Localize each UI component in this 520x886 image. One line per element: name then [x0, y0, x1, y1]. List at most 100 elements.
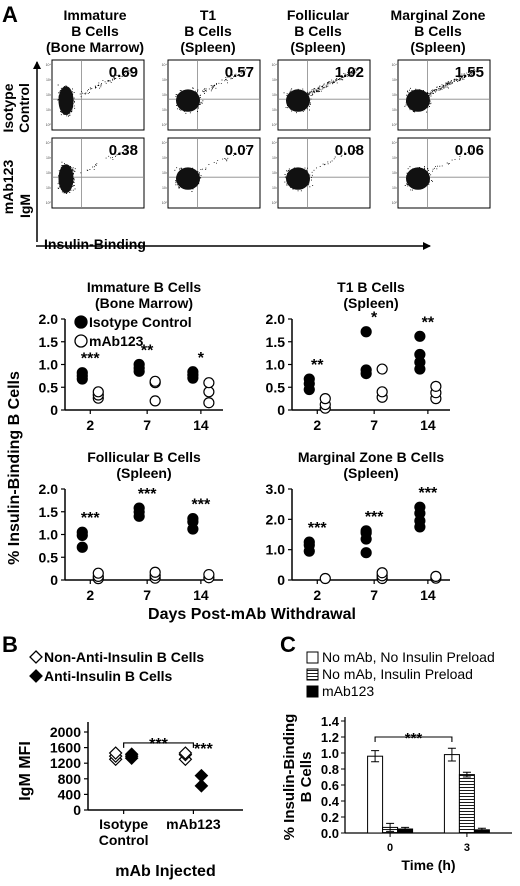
- chart-title: (Bone Marrow): [95, 295, 193, 311]
- panel-label-c: C: [280, 632, 296, 657]
- x-tick-label: Isotype: [99, 816, 148, 832]
- y-tick-label: 800: [58, 771, 82, 787]
- flow-tick-label: 10²: [272, 171, 278, 175]
- x-tick-label: 2: [313, 587, 321, 603]
- significance-marker: ***: [365, 509, 384, 526]
- chart-title: (Spleen): [343, 295, 398, 311]
- flow-population-core: [286, 89, 310, 112]
- significance-bracket: [123, 742, 194, 748]
- flow-tick-label: 10¹: [272, 186, 278, 190]
- y-tick-label: 1.5: [39, 504, 59, 520]
- x-tick-label: 3: [464, 842, 470, 854]
- significance-marker: **: [311, 357, 324, 374]
- point-isotype-control: [133, 502, 145, 514]
- y-tick-label: 2.0: [39, 311, 59, 327]
- x-tick-label: Control: [99, 832, 149, 848]
- flow-plot: 10⁴ 10³ 10² 10¹ 10⁰ 0.06: [392, 137, 491, 209]
- x-tick-label: 2: [86, 417, 94, 433]
- x-tick-label: 14: [193, 587, 209, 603]
- y-tick-label: 3.0: [266, 481, 286, 497]
- x-axis-label: mAb Injected: [115, 863, 215, 880]
- chart-title: Immature B Cells: [87, 279, 202, 295]
- flow-tick-label: 10¹: [392, 108, 398, 112]
- b-chart: Non-Anti-Insulin B Cells Anti-Insulin B C…: [17, 649, 243, 880]
- scatter-chart: Marginal Zone B Cells(Spleen) 0 1.0 2.0 3.0 2…: [266, 449, 450, 603]
- x-tick-label: mAb123: [166, 816, 221, 832]
- flow-col-line: Follicular: [287, 7, 350, 23]
- point-isotype-control: [303, 536, 315, 548]
- significance-marker: ***: [138, 486, 157, 503]
- flow-tick-label: 10⁴: [392, 63, 398, 67]
- flow-row-label-isotype-2: Control: [16, 83, 32, 133]
- flow-tick-label: 10³: [392, 78, 398, 82]
- y-tick-label: 1.0: [39, 527, 59, 543]
- flow-population-core: [58, 86, 74, 115]
- point-mab123: [319, 393, 331, 405]
- y-tick-label: 1.5: [39, 334, 59, 350]
- y-tick-label: 2.0: [39, 481, 59, 497]
- flow-plot: 10⁴ 10³ 10² 10¹ 10⁰ 0.07: [162, 137, 261, 209]
- significance-marker: ***: [81, 510, 100, 527]
- point-isotype-control: [360, 326, 372, 338]
- significance-marker: ***: [308, 520, 327, 537]
- flow-col-line: Immature: [63, 7, 126, 23]
- flow-col-header-3: Follicular B Cells (Spleen): [287, 7, 350, 55]
- flow-population-core: [406, 167, 430, 190]
- x-tick-label: 7: [370, 587, 378, 603]
- y-tick-label: 400: [58, 786, 82, 802]
- flow-tick-label: 10²: [46, 171, 52, 175]
- flow-row-label-isotype-1: Isotype: [0, 83, 16, 132]
- y-axis-label: % Insulin-Binding: [281, 714, 298, 841]
- flow-percentage: 1.02: [335, 64, 364, 81]
- point-mab123: [376, 386, 388, 398]
- x-tick-label: 14: [193, 417, 209, 433]
- x-tick-label: 14: [420, 417, 436, 433]
- point-non-anti-insulin: [108, 746, 123, 760]
- scatter-chart: Immature B Cells(Bone Marrow) 0 0.5 1.0 1.5 2…: [39, 279, 223, 433]
- point-anti-insulin: [194, 778, 209, 793]
- point-isotype-control: [133, 358, 145, 371]
- error-bar: [386, 822, 395, 832]
- x-tick-label: 14: [420, 587, 436, 603]
- flow-col-line: (Bone Marrow): [46, 39, 144, 55]
- flow-tick-label: 10³: [272, 156, 278, 160]
- flow-col-header-4: Marginal Zone B Cells (Spleen): [391, 7, 486, 55]
- flow-tick-label: 10²: [46, 93, 52, 97]
- y-tick-label: 1.0: [266, 542, 286, 558]
- bar: [367, 755, 384, 834]
- flow-column-headers: Immature B Cells (Bone Marrow) T1 B Cell…: [46, 7, 486, 55]
- flow-tick-label: 10³: [272, 78, 278, 82]
- chart-title: Follicular B Cells: [87, 449, 201, 465]
- point-isotype-control: [360, 364, 372, 376]
- flow-plot: 10⁴ 10³ 10² 10¹ 10⁰ 1.02: [272, 59, 371, 131]
- error-bar: [477, 827, 486, 832]
- y-tick-label: 0: [50, 402, 58, 418]
- legend-label: Non-Anti-Insulin B Cells: [44, 649, 204, 665]
- y-tick-label: 1.0: [39, 357, 59, 373]
- flow-population-core: [176, 167, 200, 190]
- a-y-axis-label: % Insulin-Binding B Cells: [6, 371, 23, 565]
- x-tick-label: 7: [370, 417, 378, 433]
- significance-marker: ***: [194, 741, 213, 758]
- flow-tick-label: 10⁰: [392, 123, 398, 127]
- error-bar: [401, 826, 410, 832]
- significance-marker: ***: [192, 497, 211, 514]
- legend-label: No mAb, No Insulin Preload: [322, 649, 495, 665]
- flow-percentage: 0.69: [109, 64, 138, 81]
- y-tick-label: 0.6: [321, 778, 339, 793]
- flow-tick-label: 10⁴: [272, 141, 278, 145]
- flow-tick-label: 10⁰: [272, 123, 278, 127]
- significance-marker: ***: [149, 736, 168, 753]
- point-mab123: [149, 566, 161, 578]
- y-tick-label: 0: [277, 402, 285, 418]
- flow-tick-label: 10⁰: [272, 201, 278, 205]
- flow-col-line: B Cells: [294, 23, 342, 39]
- y-tick-label: 1.4: [321, 714, 340, 729]
- flow-col-line: Marginal Zone: [391, 7, 486, 23]
- flow-tick-label: 10²: [392, 171, 398, 175]
- point-mab123: [319, 572, 331, 585]
- flow-population-core: [406, 89, 430, 112]
- flow-col-line: (Spleen): [410, 39, 465, 55]
- significance-bracket: [374, 736, 453, 742]
- a-x-axis-label: Days Post-mAb Withdrawal: [148, 606, 356, 623]
